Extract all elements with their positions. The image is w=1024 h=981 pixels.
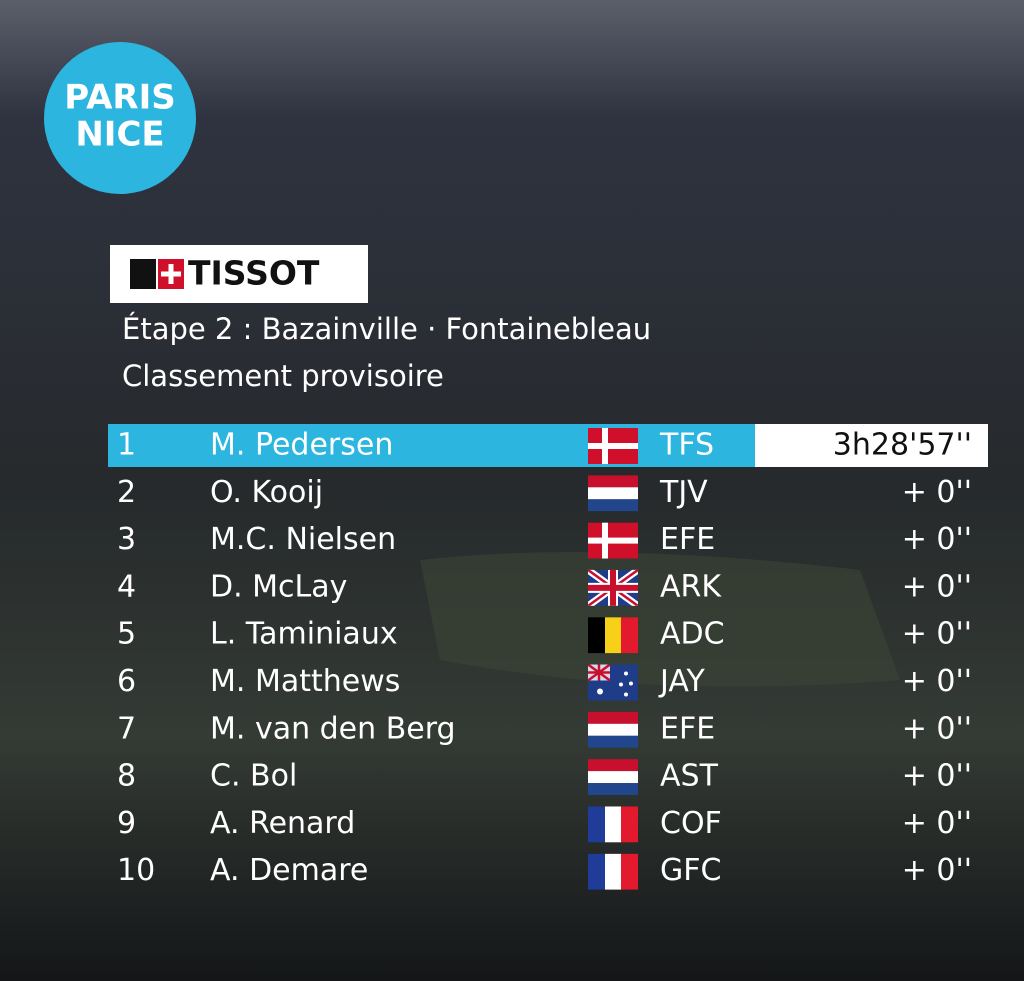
standings-table: 1 M. Pedersen TFS 3h28'57'' 2 O. Kooij TJV + 0'…	[117, 428, 972, 890]
rank: 3	[117, 522, 136, 557]
standings-row: 1 M. Pedersen TFS 3h28'57''	[117, 428, 972, 464]
rider-name: M. van den Berg	[210, 711, 456, 746]
stage-title: Étape 2 : Bazainville · Fontainebleau	[122, 312, 651, 346]
sponsor-mark	[130, 259, 156, 289]
team-code: COF	[660, 806, 722, 841]
team-code: TFS	[659, 428, 714, 463]
rider-name: C. Bol	[210, 759, 297, 794]
country-flag	[588, 711, 638, 748]
team-code: JAY	[658, 664, 706, 699]
logo-circle	[44, 42, 196, 194]
team-code: ADC	[660, 617, 725, 652]
leader-highlight	[108, 424, 755, 467]
standings-row: 4 D. McLay ARK + 0''	[117, 569, 972, 606]
background-scenery	[420, 552, 900, 687]
leader-time-box	[755, 424, 988, 467]
standings-row: 9 A. Renard COF + 0''	[117, 806, 972, 843]
rider-name: D. McLay	[210, 569, 347, 604]
team-code: TJV	[659, 475, 708, 510]
rider-name: A. Renard	[210, 806, 355, 841]
rank: 4	[117, 569, 136, 604]
rank: 10	[117, 853, 155, 888]
rider-name: M. Matthews	[210, 664, 400, 699]
time: + 0''	[902, 617, 972, 652]
sponsor-name: TISSOT	[188, 254, 320, 293]
country-flag	[588, 664, 638, 701]
time: + 0''	[902, 711, 972, 746]
sponsor-mark	[161, 264, 181, 284]
standings-row: 2 O. Kooij TJV + 0''	[117, 475, 972, 512]
rank: 9	[117, 806, 136, 841]
time: + 0''	[902, 522, 972, 557]
standings-row: 5 L. Taminiaux ADC + 0''	[117, 617, 972, 654]
rank: 8	[117, 759, 136, 794]
event-logo: PARIS NICE	[44, 42, 196, 194]
country-flag	[588, 853, 638, 890]
sponsor-box: TISSOT	[110, 245, 368, 303]
country-flag	[588, 475, 638, 512]
rider-name: L. Taminiaux	[210, 617, 398, 652]
rank: 6	[117, 664, 136, 699]
logo-text: NICE	[75, 115, 164, 155]
standings-row: 8 C. Bol AST + 0''	[117, 759, 972, 796]
time: + 0''	[902, 759, 972, 794]
rider-name: M. Pedersen	[210, 428, 393, 463]
country-flag	[588, 617, 638, 654]
team-code: AST	[660, 759, 719, 794]
team-code: ARK	[660, 569, 722, 604]
rider-name: O. Kooij	[210, 475, 323, 510]
country-flag	[588, 570, 638, 606]
time: + 0''	[902, 806, 972, 841]
team-code: EFE	[660, 711, 715, 746]
standings-row: 10 A. Demare GFC + 0''	[117, 853, 972, 890]
rank: 1	[117, 428, 136, 463]
team-code: GFC	[660, 853, 721, 888]
standings-subtitle: Classement provisoire	[122, 359, 444, 393]
country-flag	[588, 806, 638, 843]
standings-row: 6 M. Matthews JAY + 0''	[117, 664, 972, 701]
team-code: EFE	[660, 522, 715, 557]
rank: 5	[117, 617, 136, 652]
logo-text: PARIS	[64, 78, 175, 118]
time: + 0''	[902, 853, 972, 888]
time: + 0''	[902, 569, 972, 604]
rank: 7	[117, 711, 136, 746]
rider-name: M.C. Nielsen	[210, 522, 396, 557]
rank: 2	[117, 475, 136, 510]
standings-row: 7 M. van den Berg EFE + 0''	[117, 711, 972, 748]
country-flag	[588, 759, 638, 796]
standings-row: 3 M.C. Nielsen EFE + 0''	[117, 522, 972, 559]
time: + 0''	[902, 664, 972, 699]
country-flag	[588, 522, 638, 559]
time: + 0''	[902, 475, 972, 510]
country-flag	[588, 428, 638, 464]
time: 3h28'57''	[833, 428, 972, 463]
rider-name: A. Demare	[210, 853, 368, 888]
